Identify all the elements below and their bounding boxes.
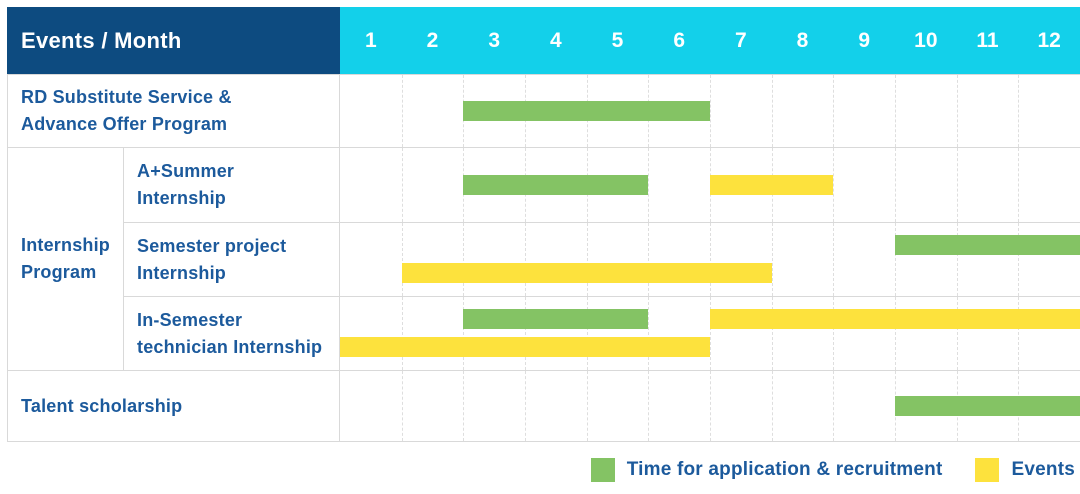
month-gridline xyxy=(586,297,588,370)
legend-item-events: Events xyxy=(975,458,1075,482)
gantt-track-area xyxy=(340,148,1080,222)
month-gridline xyxy=(401,148,403,222)
gantt-bar-events xyxy=(710,308,1080,329)
month-gridline xyxy=(586,223,588,296)
month-header-cell: 6 xyxy=(673,28,685,52)
month-header-cell: 2 xyxy=(426,28,439,52)
month-header-cell: 12 xyxy=(1037,28,1061,52)
month-header-cell: 1 xyxy=(364,28,377,52)
month-gridline xyxy=(1018,75,1020,147)
month-gridline xyxy=(895,297,896,370)
gantt-bar-application xyxy=(463,308,649,329)
month-gridline xyxy=(525,223,526,296)
gantt-table: Events / Month 1 2 3 4 5 6 7 8 9 10 11 12 RD Substi… xyxy=(7,7,1080,442)
month-gridline xyxy=(463,297,465,370)
legend: Time for application & recruitment Event… xyxy=(590,458,1075,482)
gantt-track-area xyxy=(340,371,1080,441)
legend-item-application: Time for application & recruitment xyxy=(590,458,943,482)
gantt-track-area xyxy=(340,297,1080,370)
month-gridline xyxy=(525,371,526,441)
month-header-cell: 3 xyxy=(488,28,500,52)
gantt-bar-events xyxy=(340,337,710,358)
month-gridline xyxy=(648,297,650,370)
application-color-swatch xyxy=(590,458,615,482)
row-label: Semester project Internship xyxy=(124,223,340,296)
month-gridline xyxy=(956,297,958,370)
month-gridline xyxy=(525,297,526,370)
gantt-bar-application xyxy=(463,101,710,121)
month-header-cell: 5 xyxy=(611,28,624,52)
month-gridline xyxy=(956,148,958,222)
month-gridline xyxy=(648,371,650,441)
month-gridline xyxy=(401,75,403,147)
month-gridline xyxy=(771,297,773,370)
gantt-bar-events xyxy=(401,263,772,284)
group-label: Internship Program xyxy=(8,148,124,370)
gantt-bar-events xyxy=(710,175,834,195)
table-body: RD Substitute Service & Advance Offer Pr… xyxy=(7,74,1080,442)
month-header-cell: 4 xyxy=(549,28,562,52)
month-gridline xyxy=(895,75,896,147)
month-header-cell: 9 xyxy=(858,28,870,52)
row-in-semester-technician: In-Semester technician Internship xyxy=(124,296,1080,370)
header-title: Events / Month xyxy=(7,7,340,74)
row-talent-scholarship: Talent scholarship xyxy=(8,370,1080,441)
month-gridline xyxy=(648,148,650,222)
month-gridline xyxy=(586,371,588,441)
gantt-bar-application xyxy=(463,175,649,195)
month-gridline xyxy=(771,223,773,296)
month-gridline xyxy=(833,297,835,370)
month-gridline xyxy=(463,371,465,441)
month-gridline xyxy=(833,223,835,296)
month-gridline xyxy=(833,148,835,222)
month-gridline xyxy=(401,371,403,441)
month-header-row: 1 2 3 4 5 6 7 8 9 10 11 12 xyxy=(340,7,1080,74)
row-label: Talent scholarship xyxy=(8,371,340,441)
group-sub-rows: A+Summer Internship Semester project Int… xyxy=(124,148,1080,370)
month-header-cell: 11 xyxy=(976,28,999,52)
month-gridline xyxy=(771,75,773,147)
month-gridline xyxy=(833,371,835,441)
month-gridline xyxy=(648,223,650,296)
month-gridline xyxy=(710,75,711,147)
month-header-cell: 10 xyxy=(914,28,938,52)
gantt-bar-application xyxy=(895,234,1080,255)
month-gridline xyxy=(833,75,835,147)
month-gridline xyxy=(463,223,465,296)
month-gridline xyxy=(1018,297,1020,370)
row-label: RD Substitute Service & Advance Offer Pr… xyxy=(8,75,340,147)
legend-label: Time for application & recruitment xyxy=(626,459,943,480)
month-header-cell: 7 xyxy=(734,28,747,52)
gantt-track-area xyxy=(340,223,1080,296)
gantt-bar-application xyxy=(895,396,1080,416)
row-label: A+Summer Internship xyxy=(124,148,340,222)
month-gridline xyxy=(895,223,896,296)
gantt-track-area xyxy=(340,75,1080,147)
month-gridline xyxy=(401,297,403,370)
month-gridline xyxy=(710,223,711,296)
month-gridline xyxy=(710,297,711,370)
row-label: In-Semester technician Internship xyxy=(124,297,340,370)
internship-program-group: Internship Program A+Summer Internship S… xyxy=(8,147,1080,370)
month-gridline xyxy=(956,223,958,296)
month-gridline xyxy=(956,75,958,147)
row-rd-substitute: RD Substitute Service & Advance Offer Pr… xyxy=(8,74,1080,147)
month-header-cell: 8 xyxy=(796,28,809,52)
month-gridline xyxy=(401,223,403,296)
month-gridline xyxy=(1018,148,1020,222)
month-gridline xyxy=(710,371,711,441)
month-gridline xyxy=(771,371,773,441)
legend-label: Events xyxy=(1011,459,1075,480)
month-gridline xyxy=(895,148,896,222)
month-gridline xyxy=(1018,223,1020,296)
header-row: Events / Month 1 2 3 4 5 6 7 8 9 10 11 12 xyxy=(7,7,1080,74)
events-color-swatch xyxy=(975,458,1000,482)
row-a-plus-summer: A+Summer Internship xyxy=(124,148,1080,222)
row-semester-project: Semester project Internship xyxy=(124,222,1080,296)
